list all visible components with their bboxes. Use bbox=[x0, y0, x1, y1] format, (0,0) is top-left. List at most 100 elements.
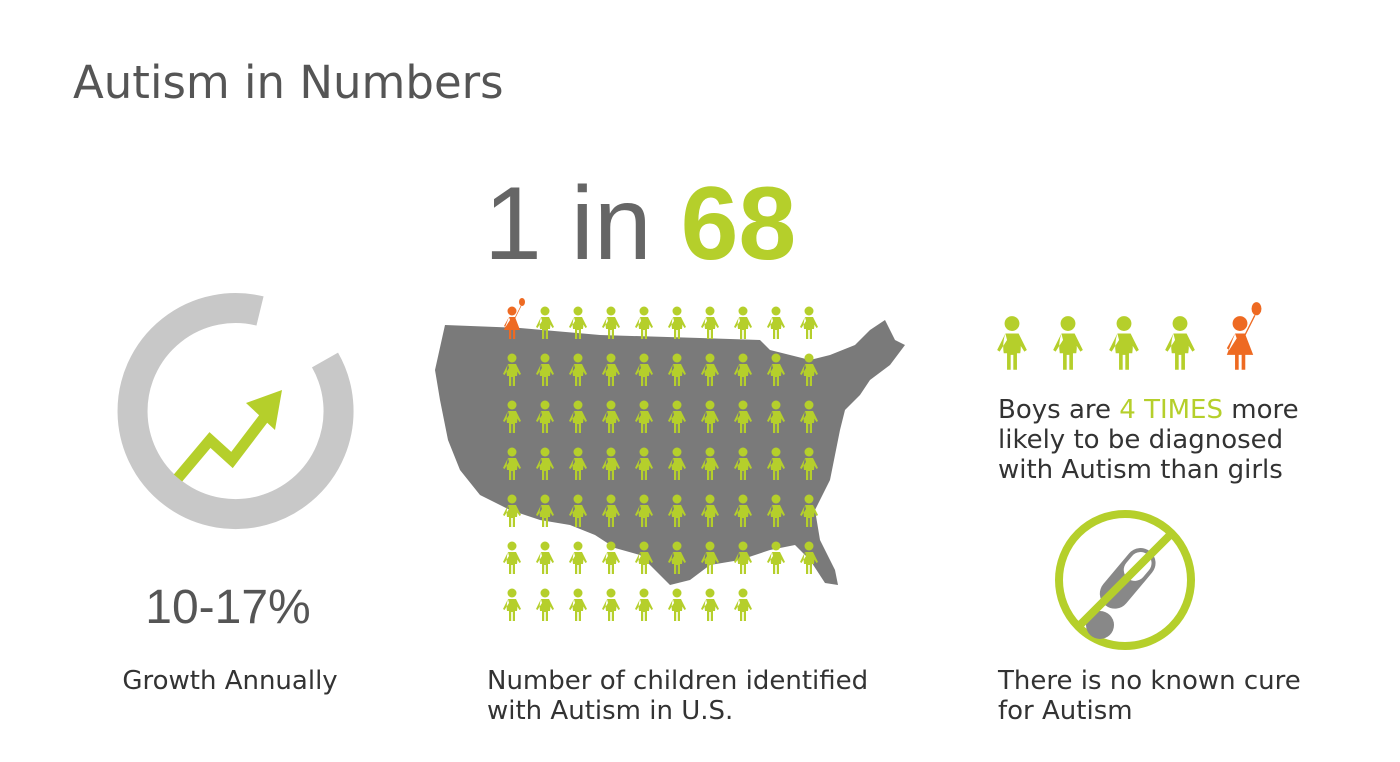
head bbox=[1004, 316, 1020, 331]
child-figure bbox=[668, 353, 686, 386]
head bbox=[540, 353, 550, 363]
body bbox=[734, 364, 752, 386]
head bbox=[705, 400, 715, 410]
child-figure bbox=[569, 494, 587, 527]
head bbox=[507, 494, 517, 504]
body bbox=[569, 599, 587, 621]
head bbox=[639, 447, 649, 457]
body bbox=[734, 599, 752, 621]
head bbox=[771, 306, 781, 316]
body bbox=[734, 505, 752, 527]
child-figure bbox=[536, 494, 554, 527]
child-figure bbox=[635, 447, 653, 480]
us-map bbox=[435, 320, 905, 585]
body bbox=[734, 552, 752, 574]
body bbox=[1165, 333, 1195, 370]
child-figure bbox=[800, 447, 818, 480]
head bbox=[507, 541, 517, 551]
head bbox=[1232, 316, 1248, 331]
body bbox=[668, 599, 686, 621]
body bbox=[602, 505, 620, 527]
body bbox=[635, 411, 653, 433]
child-figure bbox=[734, 494, 752, 527]
child-figure bbox=[668, 447, 686, 480]
child-figure bbox=[701, 353, 719, 386]
head bbox=[1172, 316, 1188, 331]
body bbox=[569, 505, 587, 527]
head bbox=[672, 541, 682, 551]
child-figure bbox=[800, 494, 818, 527]
head bbox=[573, 306, 583, 316]
child-figure bbox=[536, 588, 554, 621]
gender-line: likely to be diagnosed bbox=[998, 425, 1284, 455]
head bbox=[1116, 316, 1132, 331]
body bbox=[800, 458, 818, 480]
dress bbox=[504, 317, 520, 339]
caption-line: with Autism in U.S. bbox=[487, 696, 734, 726]
child-figure bbox=[767, 306, 785, 339]
body bbox=[701, 364, 719, 386]
child-figure bbox=[668, 306, 686, 339]
body bbox=[1109, 333, 1139, 370]
body bbox=[635, 505, 653, 527]
child-figure bbox=[569, 588, 587, 621]
child-figure bbox=[767, 541, 785, 574]
child-figure bbox=[569, 306, 587, 339]
body bbox=[602, 458, 620, 480]
child-figure bbox=[602, 541, 620, 574]
head bbox=[540, 494, 550, 504]
head bbox=[705, 494, 715, 504]
body bbox=[503, 458, 521, 480]
head bbox=[672, 494, 682, 504]
body bbox=[602, 599, 620, 621]
head bbox=[672, 447, 682, 457]
body bbox=[635, 599, 653, 621]
ratio-total: 68 bbox=[680, 166, 797, 282]
head bbox=[804, 353, 814, 363]
child-figure bbox=[767, 353, 785, 386]
growth-ring bbox=[117, 293, 354, 529]
growth-arrow bbox=[173, 406, 275, 482]
head bbox=[507, 306, 517, 316]
ratio-prefix: 1 in bbox=[484, 166, 652, 282]
head bbox=[639, 306, 649, 316]
head bbox=[639, 494, 649, 504]
body bbox=[503, 599, 521, 621]
head bbox=[804, 306, 814, 316]
balloon-string bbox=[514, 305, 522, 319]
body bbox=[767, 505, 785, 527]
body bbox=[635, 364, 653, 386]
head bbox=[771, 541, 781, 551]
gender-highlight: 4 TIMES bbox=[1119, 395, 1223, 425]
child-figure bbox=[668, 541, 686, 574]
prevalence-caption: Number of children identified with Autis… bbox=[487, 666, 868, 726]
child-figure bbox=[767, 447, 785, 480]
head bbox=[573, 400, 583, 410]
gender-rest: more bbox=[1231, 395, 1299, 425]
head bbox=[606, 306, 616, 316]
head bbox=[540, 541, 550, 551]
body bbox=[536, 599, 554, 621]
body bbox=[1053, 333, 1083, 370]
body bbox=[569, 364, 587, 386]
gender-line: with Autism than girls bbox=[998, 455, 1283, 485]
body bbox=[602, 364, 620, 386]
head bbox=[804, 447, 814, 457]
body bbox=[503, 505, 521, 527]
body bbox=[635, 458, 653, 480]
child-figure bbox=[1165, 316, 1195, 370]
body bbox=[668, 505, 686, 527]
head bbox=[606, 541, 616, 551]
head bbox=[738, 447, 748, 457]
child-figure bbox=[503, 400, 521, 433]
growth-arrowhead bbox=[246, 390, 282, 430]
head bbox=[573, 447, 583, 457]
head bbox=[672, 306, 682, 316]
head bbox=[507, 588, 517, 598]
child-figure bbox=[767, 494, 785, 527]
child-figure bbox=[668, 494, 686, 527]
body bbox=[701, 411, 719, 433]
body bbox=[701, 599, 719, 621]
body bbox=[569, 411, 587, 433]
